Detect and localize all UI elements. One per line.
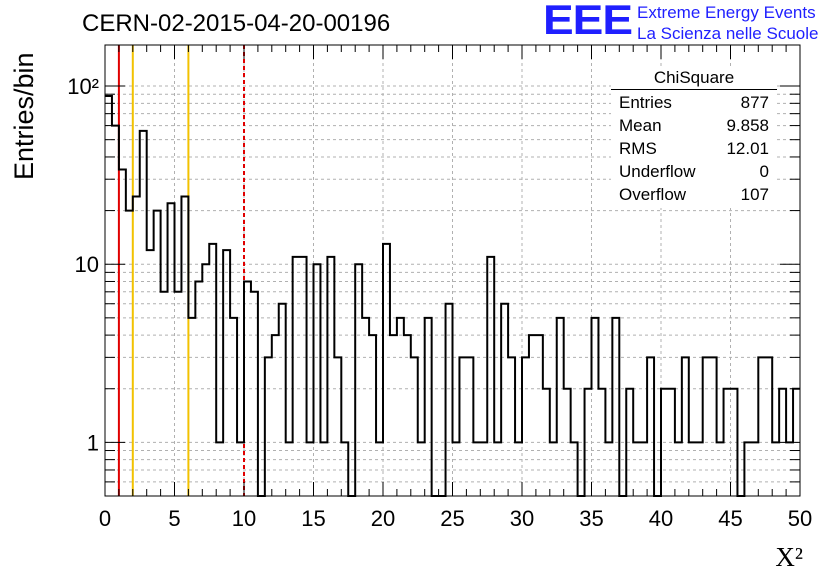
y-tick-label: 10² <box>67 74 99 99</box>
eee-logo: EEE Extreme Energy Events La Scienza nel… <box>543 0 833 46</box>
stats-row-rms: RMS 12.01 <box>619 139 769 161</box>
x-tick-label: 30 <box>510 506 534 531</box>
stats-label: Mean <box>619 116 662 135</box>
stats-title: ChiSquare <box>653 68 735 87</box>
x-axis-label: X² <box>775 542 803 572</box>
stats-value: 877 <box>740 93 769 112</box>
y-tick-label: 1 <box>87 430 99 455</box>
chart-title: CERN-02-2015-04-20-00196 <box>82 10 390 37</box>
x-tick-labels: 0 5 10 15 20 25 30 35 40 45 50 <box>99 506 812 531</box>
x-tick-label: 10 <box>232 506 256 531</box>
logo-line-1: Extreme Energy Events <box>637 3 816 22</box>
stats-label: RMS <box>619 139 657 158</box>
stats-row-entries: Entries 877 <box>619 93 769 115</box>
stats-divider <box>611 89 777 90</box>
axis-ticks <box>104 45 801 497</box>
x-tick-label: 40 <box>649 506 673 531</box>
x-tick-label: 50 <box>788 506 812 531</box>
stats-value: 107 <box>740 185 769 204</box>
logo-mark: EEE <box>543 0 633 43</box>
grid-lines <box>105 45 800 496</box>
stats-box: ChiSquare Entries 877 Mean 9.858 RMS 12.… <box>611 66 777 208</box>
stats-value: 9.858 <box>726 116 769 135</box>
x-tick-label: 5 <box>168 506 180 531</box>
x-tick-label: 0 <box>99 506 111 531</box>
stats-label: Overflow <box>619 185 687 204</box>
stats-value: 12.01 <box>726 139 769 158</box>
stats-row-mean: Mean 9.858 <box>619 116 769 138</box>
logo-line-2: La Scienza nelle Scuole <box>637 24 819 43</box>
stats-value: 0 <box>759 162 769 181</box>
x-tick-label: 15 <box>301 506 325 531</box>
stats-label: Entries <box>619 93 672 112</box>
x-tick-label: 20 <box>371 506 395 531</box>
x-tick-label: 35 <box>579 506 603 531</box>
y-tick-label: 10 <box>75 252 99 277</box>
x-tick-label: 45 <box>718 506 742 531</box>
stats-row-overflow: Overflow 107 <box>619 185 769 207</box>
stats-label: Underflow <box>619 162 696 181</box>
y-axis-label: Entries/bin <box>9 52 39 180</box>
stats-row-underflow: Underflow 0 <box>619 162 769 184</box>
y-tick-labels: 1 10 10² <box>67 74 99 455</box>
x-tick-label: 25 <box>440 506 464 531</box>
